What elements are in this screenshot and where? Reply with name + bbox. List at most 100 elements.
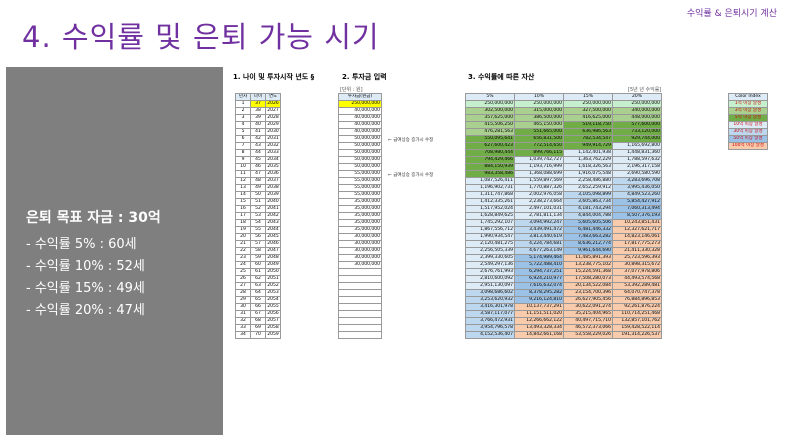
asset-cell: 4,677,263,149 [514, 247, 564, 255]
table-cell: 2033 [265, 149, 281, 157]
asset-cell: 929,744,000 [612, 135, 662, 143]
table-row: 2,399,330,605 5,174,989,464 11,485,891,393… [465, 254, 662, 262]
investment-cell[interactable]: 35,000,000 [338, 212, 382, 220]
asset-cell: 44,493,574,568 [612, 275, 662, 283]
table-cell: 33 [235, 324, 251, 332]
investment-cell[interactable]: 35,000,000 [338, 219, 382, 227]
investment-cell[interactable] [338, 324, 382, 332]
investment-cell[interactable] [338, 275, 382, 283]
investment-cell[interactable]: 40,000,000 [338, 114, 382, 122]
investment-cell[interactable] [338, 296, 382, 304]
table-row: 794,429,466 1,039,742,727 1,363,762,229 1,7… [465, 156, 662, 164]
table-cell: 54 [250, 219, 266, 227]
table-cell: 16 [235, 205, 251, 213]
table-cell: 64 [250, 289, 266, 297]
investment-cell[interactable]: 40,000,000 [338, 128, 382, 136]
table-cell: 31 [235, 310, 251, 318]
table-row: 12 48 2037 [235, 177, 281, 185]
investment-cell[interactable] [338, 282, 382, 290]
asset-cell: 4,224,784,681 [514, 240, 564, 248]
asset-cell: 2,399,330,605 [465, 254, 515, 262]
table-row: 25 61 2050 [235, 268, 281, 276]
asset-cell: 5,722,488,410 [514, 261, 564, 269]
investment-cell[interactable]: 55,000,000 [338, 170, 382, 178]
investment-cell[interactable] [338, 289, 382, 297]
asset-cell: 11,485,891,393 [563, 254, 613, 262]
investment-cell[interactable]: 55,000,000 [338, 177, 382, 185]
table-cell: 63 [250, 282, 266, 290]
asset-cell: 2,258,486,880 [563, 177, 613, 185]
asset-cell: 733,120,000 [612, 128, 662, 136]
investment-cell[interactable]: 35,000,000 [338, 226, 382, 234]
investment-cell[interactable]: 50,000,000 [338, 163, 382, 171]
investment-cell[interactable] [338, 268, 382, 276]
investment-cell[interactable]: 40,000,000 [338, 121, 382, 129]
header-cell: 5% [465, 93, 515, 101]
asset-cell: 26,627,905,456 [563, 296, 613, 304]
investment-cell[interactable]: 55,000,000 [338, 184, 382, 192]
asset-cell: 12,266,662,122 [514, 317, 564, 325]
table-row: 3,416,301,978 10,137,737,291 30,622,091,27… [465, 303, 662, 311]
investment-cell[interactable]: 30,000,000 [338, 240, 382, 248]
asset-cell: 1,193,716,999 [514, 163, 564, 171]
investment-cell[interactable] [338, 310, 382, 318]
table-cell: 23 [235, 254, 251, 262]
investment-cell[interactable]: 30,000,000 [338, 254, 382, 262]
table-cell: 26 [235, 275, 251, 283]
asset-cell: 386,500,000 [514, 114, 564, 122]
header-cell: 년차 [235, 93, 251, 101]
table-cell: 2045 [265, 233, 281, 241]
asset-cell: 250,000,000 [612, 100, 662, 108]
investment-cell[interactable] [338, 331, 382, 339]
unit-label: [단위 : 원] [340, 87, 363, 93]
table-cell: 43 [250, 142, 266, 150]
asset-cell: 5,854,427,912 [612, 198, 662, 206]
asset-cell: 1,363,762,229 [563, 156, 613, 164]
investment-cell[interactable]: 250,000,000 [338, 100, 382, 108]
table-cell: 14 [235, 191, 251, 199]
investment-cell[interactable]: 30,000,000 [338, 261, 382, 269]
asset-cell: 327,500,000 [563, 107, 613, 115]
asset-cell: 3,283,696,708 [612, 177, 662, 185]
asset-cell: 25,723,596,393 [612, 254, 662, 262]
asset-cell: 3,094,992,247 [514, 219, 564, 227]
table-row [338, 282, 382, 290]
investment-cell[interactable]: 30,000,000 [338, 247, 382, 255]
investment-table: 투자금(원금) 250,000,000 40,000,000 40,000,000 4… [338, 93, 382, 339]
section-1-heading: 1. 나이 및 투자시작 년도 § [233, 73, 315, 81]
legend-row: 100억 이상 달성 [728, 142, 768, 150]
investment-cell[interactable] [338, 317, 382, 325]
table-row: 50,000,000 [338, 135, 382, 143]
table-cell: 19 [235, 226, 251, 234]
asset-cell: 782,534,547 [563, 135, 613, 143]
table-cell: 47 [250, 170, 266, 178]
investment-cell[interactable]: 40,000,000 [338, 107, 382, 115]
legend-item: 30억 이상 달성 [728, 128, 768, 136]
asset-cell: 11,151,511,020 [514, 310, 564, 318]
asset-cell: 250,000,000 [563, 100, 613, 108]
investment-cell[interactable]: 50,000,000 [338, 156, 382, 164]
asset-cell: 636,986,563 [563, 128, 613, 136]
investment-cell[interactable]: 55,000,000 [338, 191, 382, 199]
table-row: 2,256,505,339 4,677,263,149 9,961,644,690 2… [465, 247, 662, 255]
investment-cell[interactable]: 50,000,000 [338, 142, 382, 150]
age-year-table: 년차 나이 연도 1 37 2026 2 38 2027 3 39 2028 4 40 2029 5 41… [235, 93, 281, 339]
table-row: 24 60 2049 [235, 261, 281, 269]
section-3-heading: 3. 수익률에 따른 자산 [468, 73, 535, 81]
table-cell: 5 [235, 128, 251, 136]
investment-cell[interactable]: 50,000,000 [338, 135, 382, 143]
asset-cell: 415,506,250 [465, 121, 515, 129]
asset-cell: 550,095,641 [465, 135, 515, 143]
investment-cell[interactable]: 30,000,000 [338, 233, 382, 241]
investment-cell[interactable] [338, 303, 382, 311]
investment-cell[interactable]: 50,000,000 [338, 149, 382, 157]
table-cell: 4 [235, 121, 251, 129]
investment-cell[interactable]: 35,000,000 [338, 205, 382, 213]
retirement-goal: 은퇴 목표 자금 : 30억 [26, 210, 161, 226]
asset-cell: 10,137,737,291 [514, 303, 564, 311]
asset-cell: 159,428,522,114 [612, 324, 662, 332]
table-cell: 39 [250, 114, 266, 122]
asset-cell: 9,961,644,690 [563, 247, 613, 255]
asset-cell: 2,781,811,134 [514, 212, 564, 220]
investment-cell[interactable]: 35,000,000 [338, 198, 382, 206]
